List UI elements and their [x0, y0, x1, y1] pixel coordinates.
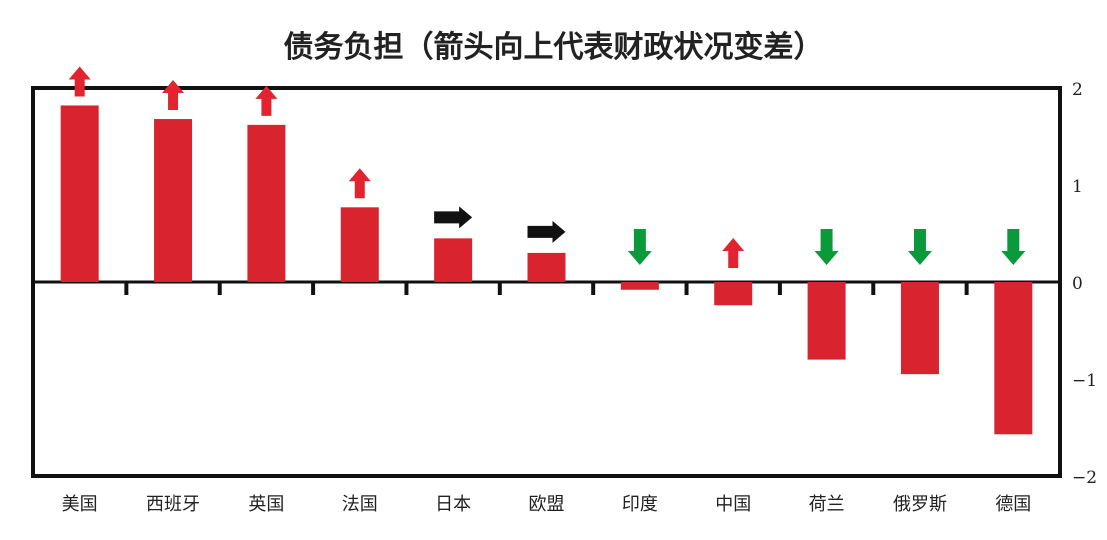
bar — [60, 105, 99, 283]
category-label: 欧盟 — [529, 494, 565, 515]
y-tick-label: 2 — [1072, 80, 1083, 100]
category-label: 美国 — [62, 494, 98, 515]
bar — [807, 282, 846, 360]
y-tick-label: 0 — [1072, 274, 1083, 294]
category-label: 中国 — [715, 494, 751, 515]
arrow-up-icon — [68, 66, 91, 97]
category-label: 英国 — [248, 494, 284, 515]
category-label: 德国 — [995, 494, 1031, 515]
arrow-down-icon — [814, 229, 839, 265]
arrow-up-icon — [722, 238, 745, 268]
arrows-group — [68, 66, 1026, 268]
bar — [714, 282, 753, 306]
bar — [994, 282, 1033, 435]
category-label: 法国 — [342, 494, 378, 515]
bar — [247, 124, 286, 282]
category-label: 印度 — [622, 494, 658, 515]
bar — [434, 238, 473, 282]
arrow-down-icon — [907, 229, 932, 265]
arrow-down-icon — [627, 229, 652, 265]
arrow-right-icon — [527, 220, 566, 243]
arrow-up-icon — [162, 80, 185, 111]
category-label: 荷兰 — [809, 494, 845, 515]
bar — [154, 119, 193, 282]
category-ticks-group — [124, 282, 969, 295]
y-tick-label: −1 — [1072, 371, 1097, 391]
category-label: 西班牙 — [146, 494, 200, 515]
bar — [527, 252, 566, 282]
arrow-up-icon — [348, 168, 371, 199]
y-tick-label: −2 — [1072, 468, 1097, 488]
bar — [900, 282, 939, 375]
category-labels-group: 美国 西班牙 英国 法国 日本 欧盟 印度 中国 荷兰 俄罗斯 德国 — [62, 494, 1032, 515]
category-label: 日本 — [435, 494, 471, 515]
bar — [340, 207, 379, 282]
category-label: 俄罗斯 — [893, 494, 947, 515]
arrow-right-icon — [434, 206, 473, 229]
chart-title: 债务负担（箭头向上代表财政状况变差） — [283, 30, 824, 65]
y-axis: 2 1 0 −1 −2 — [1072, 80, 1097, 488]
y-tick-label: 1 — [1072, 177, 1083, 197]
arrow-down-icon — [1001, 229, 1026, 265]
arrow-up-icon — [255, 85, 278, 116]
bar — [620, 282, 659, 290]
bars-group — [60, 105, 1033, 435]
